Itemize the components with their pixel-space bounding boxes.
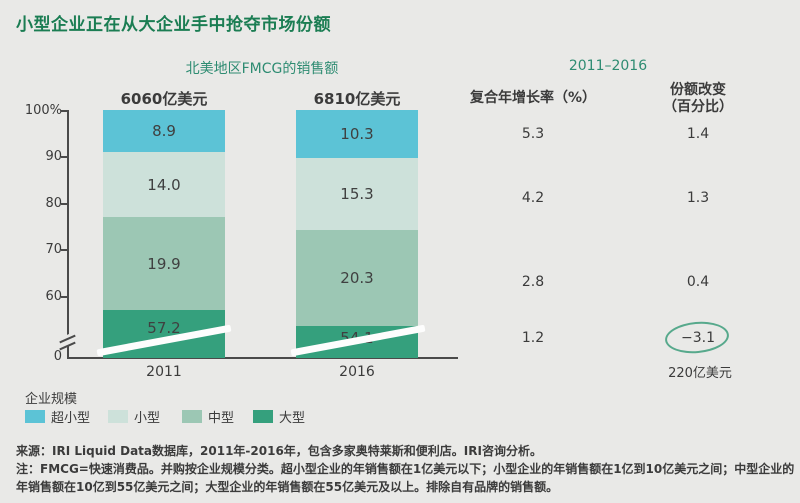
x-tick-label-2011: 2011: [146, 364, 182, 380]
cagr-value-large: 1.2: [521, 330, 545, 346]
legend-label: 中型: [208, 411, 235, 426]
bar-2016-segment-small: 15.3: [296, 158, 418, 230]
y-tick-label-100: 100%: [24, 103, 62, 118]
segment-value: 10.3: [340, 125, 374, 143]
stacked-bar-2016: 10.3 15.3 20.3 54.1: [296, 110, 418, 358]
y-tick-80: [61, 203, 67, 205]
cagr-value-medium: 2.8: [521, 274, 545, 290]
annotation-value: 220亿美元: [668, 366, 732, 381]
footnote-source: 来源：IRI Liquid Data数据库，2011年-2016年，包含多家奥特…: [16, 444, 542, 458]
change-value-large: −3.1: [681, 330, 715, 346]
legend-label: 小型: [134, 411, 161, 426]
legend-swatch-small: [108, 410, 128, 423]
y-tick-70: [61, 249, 67, 251]
legend-item-ultra-small: 超小型: [25, 407, 90, 426]
legend-title: 企业规模: [25, 392, 78, 407]
bar-2016-segment-ultra-small: 10.3: [296, 110, 418, 158]
y-tick-90: [61, 156, 67, 158]
y-tick-label-70: 70: [45, 242, 62, 257]
change-value-ultra-small: 1.4: [686, 126, 710, 142]
segment-value: 20.3: [340, 269, 374, 287]
cagr-value-small: 4.2: [521, 190, 545, 206]
legend-swatch-large: [253, 410, 273, 423]
bar-2016-segment-medium: 20.3: [296, 230, 418, 326]
page-title: 小型企业正在从大企业手中抢夺市场份额: [16, 15, 331, 35]
x-axis-line: [67, 357, 458, 359]
cagr-value-ultra-small: 5.3: [521, 126, 545, 142]
y-tick-60: [61, 296, 67, 298]
legend-label: 超小型: [51, 411, 91, 426]
legend-item-large: 大型: [253, 407, 305, 426]
footnote-note-line1: 注：FMCG=快速消费品。并购按企业规模分类。超小型企业的年销售额在1亿美元以下…: [16, 462, 795, 476]
col-header-share-change-line2: （百分比）: [663, 99, 733, 115]
period-label: 2011–2016: [568, 58, 648, 74]
chart-subtitle: 北美地区FMCG的销售额: [185, 61, 339, 77]
segment-value: 19.9: [147, 254, 181, 273]
col-header-share-change-line1: 份额改变: [670, 82, 726, 98]
col-header-cagr: 复合年增长率（%）: [469, 90, 597, 106]
y-tick-label-60: 60: [45, 289, 62, 304]
change-value-small: 1.3: [686, 190, 710, 206]
y-axis-line: [67, 110, 69, 358]
col-header-share-change: 份额改变 （百分比）: [663, 82, 733, 116]
bar-total-2011: 6060亿美元: [120, 90, 208, 108]
stacked-bar-2011: 8.9 14.0 19.9 57.2: [103, 110, 225, 358]
footnote-note-line2: 年销售额在10亿到55亿美元之间；大型企业的年销售额在55亿美元及以上。排除自有…: [16, 480, 559, 494]
y-tick-label-80: 80: [45, 196, 62, 211]
segment-value: 15.3: [340, 185, 374, 203]
legend-label: 大型: [279, 411, 306, 426]
legend-swatch-medium: [182, 410, 202, 423]
segment-value: 8.9: [152, 122, 176, 140]
bar-2011-segment-small: 14.0: [103, 152, 225, 217]
legend-item-small: 小型: [108, 407, 160, 426]
change-value-medium: 0.4: [686, 274, 710, 290]
x-tick-label-2016: 2016: [339, 364, 375, 380]
legend-item-medium: 中型: [182, 407, 234, 426]
y-tick-label-0: 0: [53, 349, 62, 364]
bar-2011-segment-ultra-small: 8.9: [103, 110, 225, 152]
segment-value: 14.0: [147, 175, 181, 194]
bar-2011-segment-medium: 19.9: [103, 217, 225, 310]
segment-value: 57.2: [147, 319, 181, 337]
y-tick-label-90: 90: [45, 149, 62, 164]
y-tick-100: [61, 110, 67, 112]
legend-swatch-ultra-small: [25, 410, 45, 423]
bar-total-2016: 6810亿美元: [313, 90, 401, 108]
